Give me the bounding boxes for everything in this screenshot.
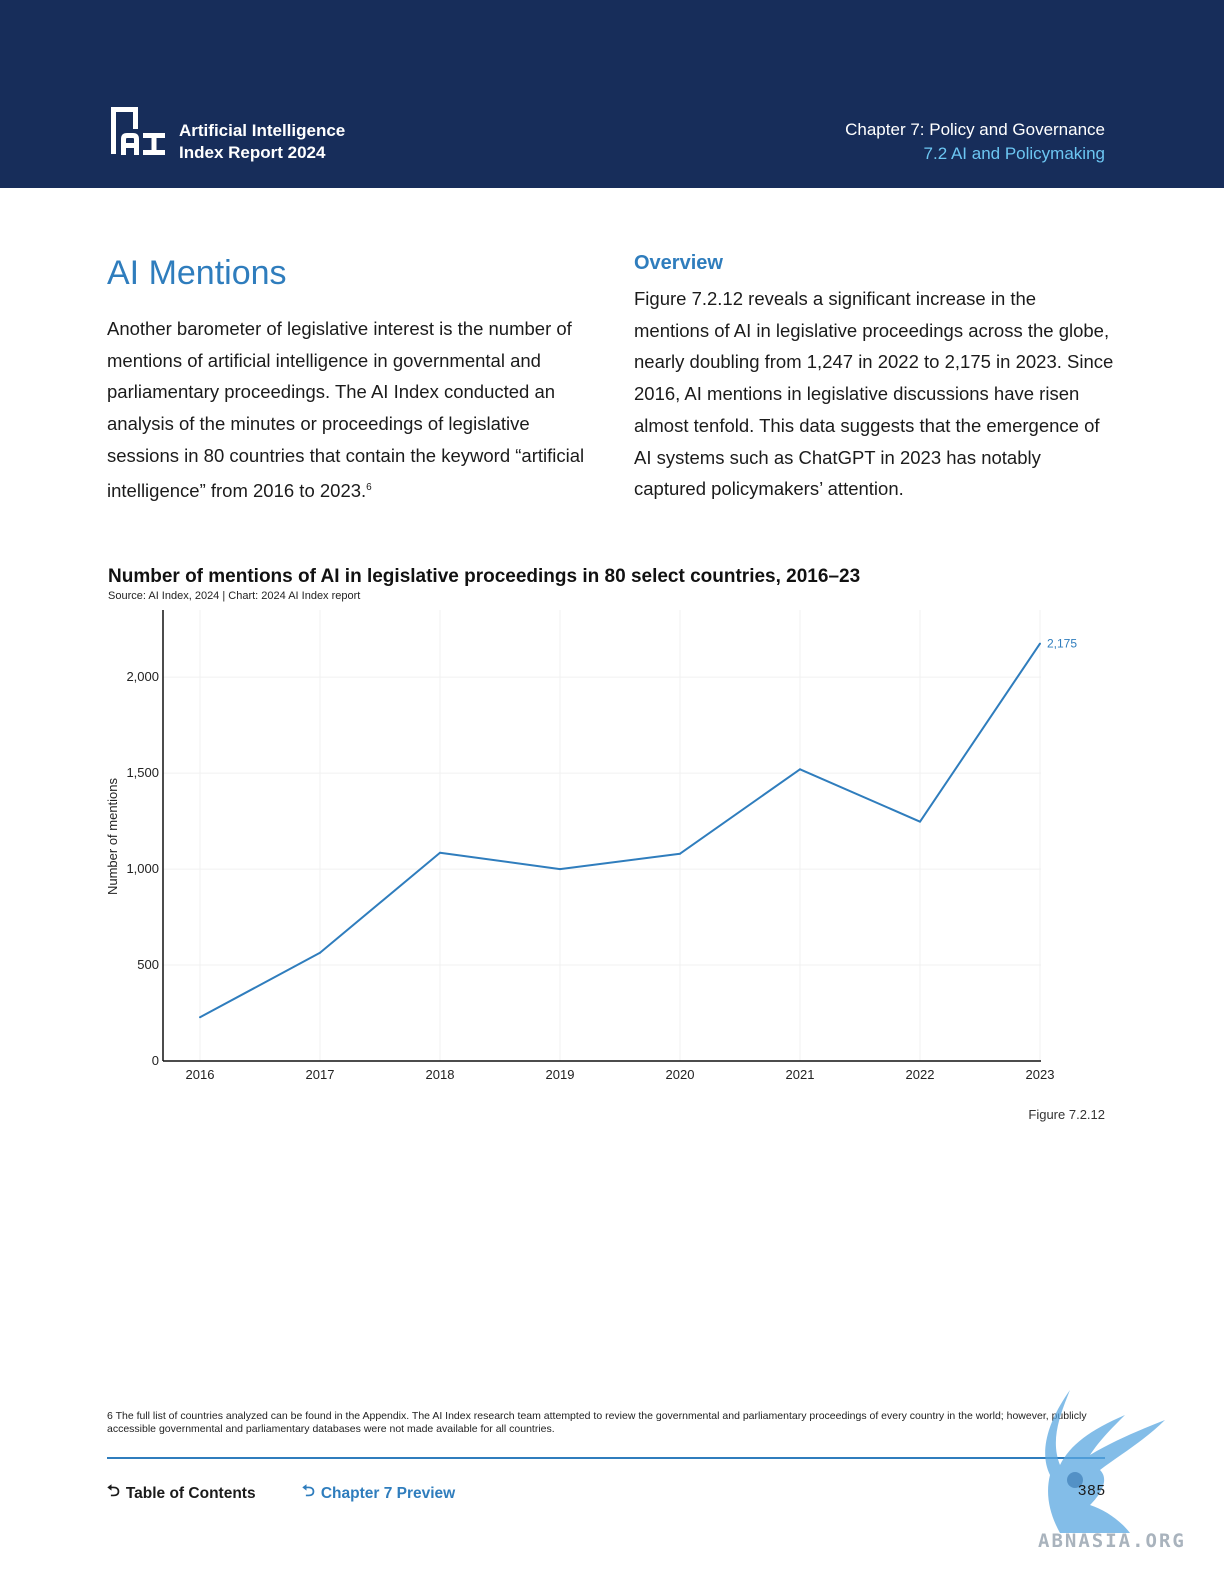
chart-title: Number of mentions of AI in legislative … xyxy=(108,566,861,587)
x-tick-label: 2018 xyxy=(426,1067,455,1082)
overview-paragraph: Figure 7.2.12 reveals a significant incr… xyxy=(634,288,1114,500)
return-arrow-icon: ⮌ xyxy=(107,1483,120,1500)
x-tick-label: 2016 xyxy=(186,1067,215,1082)
x-tick-label: 2021 xyxy=(786,1067,815,1082)
data-label: 2,175 xyxy=(1047,637,1077,651)
toc-label: Table of Contents xyxy=(125,1484,256,1502)
watermark-text: ABNASIA.ORG xyxy=(1038,1530,1186,1552)
chart-source: Source: AI Index, 2024 | Chart: 2024 AI … xyxy=(108,590,361,602)
data-point xyxy=(199,1016,201,1019)
griffin-watermark-icon xyxy=(1045,1390,1165,1533)
x-tick-label: 2022 xyxy=(906,1067,935,1082)
report-name: Artificial Intelligence Index Report 202… xyxy=(179,120,345,164)
data-point xyxy=(679,852,681,855)
line-chart: 0 500 1,000 1,500 2,000 2016 2017 2018 2019 2020 2… xyxy=(105,610,1077,1082)
data-point xyxy=(1039,642,1041,645)
report-header: Artificial Intelligence Index Report 202… xyxy=(0,0,1224,188)
ai-index-logo-icon xyxy=(111,107,165,155)
chapter-breadcrumb: Chapter 7: Policy and Governance 7.2 AI … xyxy=(845,118,1105,166)
overview-heading: Overview xyxy=(634,252,723,274)
chapter-title: Chapter 7: Policy and Governance xyxy=(845,120,1105,139)
intro-text: Another barometer of legislative interes… xyxy=(107,318,585,501)
report-name-line2: Index Report 2024 xyxy=(179,143,326,162)
y-axis-label: Number of mentions xyxy=(105,777,120,895)
footnote-ref[interactable]: 6 xyxy=(366,481,372,493)
footnote: 6 The full list of countries analyzed ca… xyxy=(107,1410,1087,1435)
y-tick-label: 1,000 xyxy=(126,861,159,876)
page-number: 385 xyxy=(1077,1482,1106,1499)
table-of-contents-link[interactable]: ⮌ Table of Contents xyxy=(107,1480,256,1507)
data-point xyxy=(919,820,921,823)
page-title: AI Mentions xyxy=(107,254,287,292)
series-line xyxy=(199,643,1041,1019)
x-tick-label: 2017 xyxy=(306,1067,335,1082)
y-tick-label: 500 xyxy=(137,957,159,972)
y-tick-label: 1,500 xyxy=(126,765,159,780)
x-tick-label: 2020 xyxy=(666,1067,695,1082)
y-tick-label: 0 xyxy=(152,1053,159,1068)
data-point xyxy=(799,768,801,771)
x-tick-label: 2019 xyxy=(546,1067,575,1082)
chapter-preview-label: Chapter 7 Preview xyxy=(320,1484,456,1502)
chapter-preview-link[interactable]: ⮌ Chapter 7 Preview xyxy=(302,1480,455,1507)
section-title-link[interactable]: 7.2 AI and Policymaking xyxy=(923,144,1105,163)
y-tick-label: 2,000 xyxy=(126,669,159,684)
data-point xyxy=(319,951,321,954)
data-point xyxy=(559,868,561,871)
report-name-line1: Artificial Intelligence xyxy=(179,121,346,140)
figure-label: Figure 7.2.12 xyxy=(1028,1107,1105,1122)
intro-paragraph: Another barometer of legislative interes… xyxy=(107,313,597,506)
x-tick-label: 2023 xyxy=(1026,1067,1055,1082)
footer-divider xyxy=(107,1457,1105,1459)
data-point xyxy=(439,851,441,854)
return-arrow-icon: ⮌ xyxy=(302,1483,315,1500)
